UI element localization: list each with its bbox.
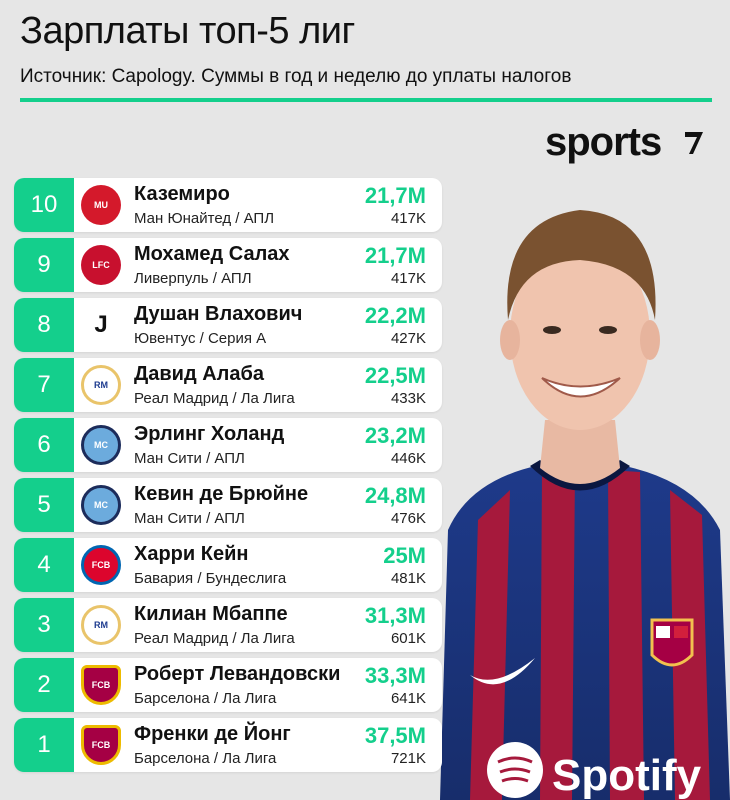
list-item: 4 FCB Харри Кейн Бавария / Бундеслига 25…	[14, 538, 442, 592]
club-league: Реал Мадрид / Ла Лига	[134, 630, 295, 647]
rank-badge: 3	[14, 598, 74, 652]
annual-salary: 23,2M	[364, 423, 426, 448]
club-league: Барселона / Ла Лига	[134, 750, 277, 767]
club-league: Реал Мадрид / Ла Лига	[134, 390, 295, 407]
player-name: Харри Кейн	[134, 543, 249, 565]
annual-salary: 25M	[383, 543, 426, 568]
rank-badge: 8	[14, 298, 74, 352]
page-subtitle: Источник: Capology. Суммы в год и неделю…	[20, 66, 572, 87]
manchester-city-crest-icon: MC	[81, 485, 121, 525]
manchester-city-crest-icon: MC	[81, 425, 121, 465]
list-item: 10 MU Каземиро Ман Юнайтед / АПЛ 21,7M 4…	[14, 178, 442, 232]
weekly-salary: 476K	[390, 510, 426, 527]
weekly-salary: 433K	[390, 390, 426, 407]
annual-salary: 21,7M	[364, 183, 426, 208]
player-name: Кевин де Брюйне	[134, 483, 309, 505]
rank-badge: 4	[14, 538, 74, 592]
svg-text:Spotify: Spotify	[552, 751, 702, 800]
list-item: 1 FCB Френки де Йонг Барселона / Ла Лига…	[14, 718, 442, 772]
barcelona-crest-icon: FCB	[81, 665, 121, 705]
weekly-salary: 417K	[390, 270, 426, 287]
manchester-united-crest-icon: MU	[81, 185, 121, 225]
list-item: 5 MC Кевин де Брюйне Ман Сити / АПЛ 24,8…	[14, 478, 442, 532]
list-item: 7 RM Давид Алаба Реал Мадрид / Ла Лига 2…	[14, 358, 442, 412]
bayern-crest-icon: FCB	[81, 545, 121, 585]
player-photo: Spotify	[440, 210, 730, 800]
club-league: Бавария / Бундеслига	[134, 570, 287, 587]
rank-badge: 9	[14, 238, 74, 292]
list-item: 3 RM Килиан Мбаппе Реал Мадрид / Ла Лига…	[14, 598, 442, 652]
rank-badge: 6	[14, 418, 74, 472]
player-name: Роберт Левандовски	[134, 663, 341, 685]
list-item: 6 MC Эрлинг Холанд Ман Сити / АПЛ 23,2M …	[14, 418, 442, 472]
player-name: Френки де Йонг	[134, 723, 291, 745]
list-item: 2 FCB Роберт Левандовски Барселона / Ла …	[14, 658, 442, 712]
club-league: Ман Сити / АПЛ	[134, 450, 245, 467]
page-title: Зарплаты топ-5 лиг	[20, 10, 355, 52]
list-item: 8 J Душан Влахович Ювентус / Серия А 22,…	[14, 298, 442, 352]
player-name: Душан Влахович	[134, 303, 303, 325]
player-name: Давид Алаба	[134, 363, 264, 385]
player-name: Эрлинг Холанд	[134, 423, 285, 445]
annual-salary: 22,5M	[364, 363, 426, 388]
annual-salary: 21,7M	[364, 243, 426, 268]
annual-salary: 24,8M	[364, 483, 426, 508]
weekly-salary: 601K	[390, 630, 426, 647]
rank-badge: 1	[14, 718, 74, 772]
annual-salary: 37,5M	[364, 723, 426, 748]
player-name: Каземиро	[134, 183, 230, 205]
annual-salary: 33,3M	[364, 663, 426, 688]
brand-mark-icon	[685, 132, 703, 154]
barcelona-crest-icon: FCB	[81, 725, 121, 765]
list-item: 9 LFC Мохамед Салах Ливерпуль / АПЛ 21,7…	[14, 238, 442, 292]
rank-badge: 10	[14, 178, 74, 232]
weekly-salary: 481K	[390, 570, 426, 587]
real-madrid-crest-icon: RM	[81, 605, 121, 645]
player-name: Килиан Мбаппе	[134, 603, 288, 625]
weekly-salary: 427K	[390, 330, 426, 347]
annual-salary: 22,2M	[364, 303, 426, 328]
player-name: Мохамед Салах	[134, 243, 290, 265]
real-madrid-crest-icon: RM	[81, 365, 121, 405]
club-league: Ман Сити / АПЛ	[134, 510, 245, 527]
weekly-salary: 641K	[390, 690, 426, 707]
accent-divider	[20, 98, 712, 102]
rank-badge: 7	[14, 358, 74, 412]
weekly-salary: 417K	[390, 210, 426, 227]
rank-badge: 2	[14, 658, 74, 712]
club-league: Ман Юнайтед / АПЛ	[134, 210, 275, 227]
juventus-crest-icon: J	[81, 305, 121, 345]
weekly-salary: 721K	[390, 750, 426, 767]
club-league: Ливерпуль / АПЛ	[134, 270, 252, 287]
club-league: Барселона / Ла Лига	[134, 690, 277, 707]
weekly-salary: 446K	[390, 450, 426, 467]
liverpool-crest-icon: LFC	[81, 245, 121, 285]
annual-salary: 31,3M	[364, 603, 426, 628]
rank-badge: 5	[14, 478, 74, 532]
brand-logo: sports	[545, 120, 662, 164]
club-league: Ювентус / Серия А	[134, 330, 267, 347]
